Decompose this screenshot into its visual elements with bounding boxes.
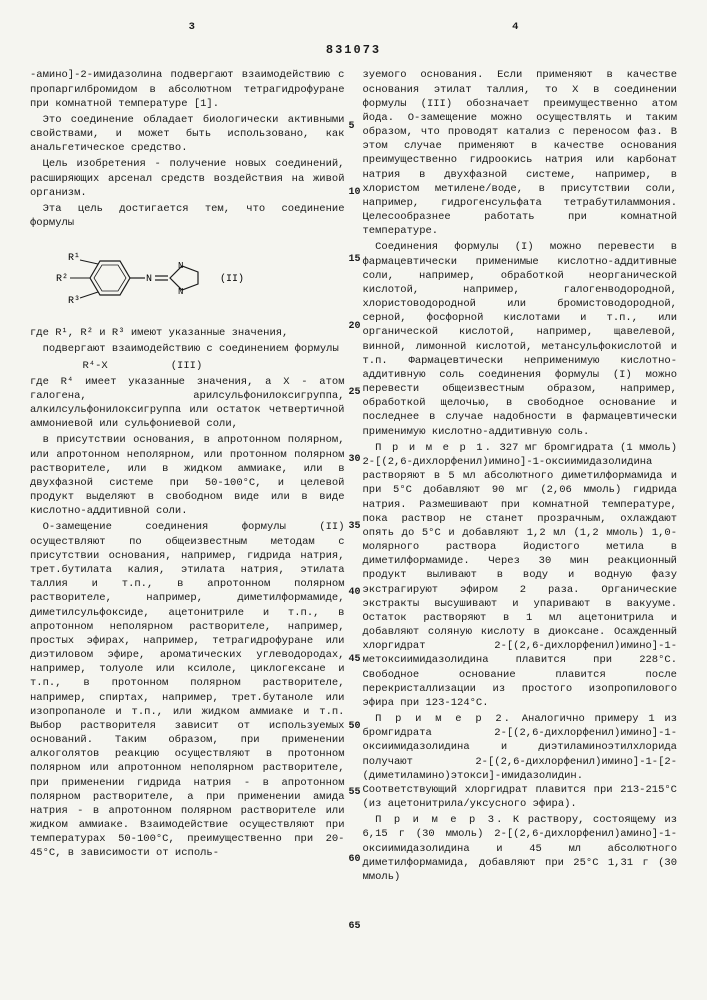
paragraph: -амино]-2-имидазолина подвергают взаимод… [30, 68, 345, 111]
paragraph: подвергают взаимодействию с соединением … [30, 342, 345, 356]
two-column-layout: -амино]-2-имидазолина подвергают взаимод… [30, 68, 677, 886]
page-num-left: 3 [30, 20, 354, 34]
paragraph: где R¹, R² и R³ имеют указанные значения… [30, 326, 345, 340]
line-number: 45 [349, 653, 361, 667]
example-1: П р и м е р 1. 327 мг бромгидрата (1 ммо… [363, 441, 678, 710]
example-1-label: П р и м е р 1. [375, 442, 493, 454]
column-left: -амино]-2-имидазолина подвергают взаимод… [30, 68, 345, 886]
line-number: 35 [349, 520, 361, 534]
paragraph: Это соединение обладает биологически акт… [30, 113, 345, 156]
formula-3-text: R⁴-X [83, 360, 108, 372]
formula-3-label: (III) [171, 360, 203, 372]
example-3-label: П р и м е р 3. [375, 814, 504, 826]
svg-text:R¹: R¹ [68, 253, 80, 264]
line-number: 55 [349, 786, 361, 800]
line-number: 40 [349, 586, 361, 600]
paragraph: Цель изобретения - получение новых соеди… [30, 157, 345, 200]
svg-text:R²: R² [56, 274, 68, 285]
paragraph: Соединения формулы (I) можно перевести в… [363, 240, 678, 438]
patent-number: 831073 [30, 42, 677, 58]
line-number: 15 [349, 253, 361, 267]
line-number: 65 [349, 920, 361, 934]
example-2-label: П р и м е р 2. [375, 713, 512, 725]
formula-3: R⁴-X (III) [83, 359, 345, 373]
page-number-row: 3 4 [30, 20, 677, 34]
line-number: 20 [349, 320, 361, 334]
paragraph: O-замещение соединения формулы (II) осущ… [30, 520, 345, 860]
example-1-text: 327 мг бромгидрата (1 ммоль) 2-[(2,6-дих… [363, 442, 678, 709]
example-2: П р и м е р 2. Аналогично примеру 1 из б… [363, 712, 678, 811]
line-number: 10 [349, 186, 361, 200]
paragraph: в присутствии основания, в апротонном по… [30, 433, 345, 518]
svg-text:N: N [146, 274, 152, 285]
paragraph: зуемого основания. Если применяют в каче… [363, 68, 678, 238]
example-3: П р и м е р 3. К раствору, состоящему из… [363, 813, 678, 884]
line-number: 30 [349, 453, 361, 467]
paragraph: Эта цель достигается тем, что соединение… [30, 202, 345, 230]
column-right: 5 10 15 20 25 30 35 40 45 50 55 60 65 зу… [363, 68, 678, 886]
line-number: 60 [349, 853, 361, 867]
svg-text:N: N [178, 287, 183, 297]
chemical-structure-formula-2: R¹ R² R³ N N N (II) [50, 238, 345, 318]
line-number: 25 [349, 386, 361, 400]
line-number: 50 [349, 720, 361, 734]
svg-text:R³: R³ [68, 296, 80, 307]
page-num-right: 4 [354, 20, 678, 34]
line-number: 5 [349, 120, 355, 134]
svg-text:N: N [178, 261, 183, 271]
paragraph: где R⁴ имеет указанные значения, а X - а… [30, 375, 345, 432]
formula-2-label: (II) [220, 273, 244, 285]
example-2-text: Аналогично примеру 1 из бромгидрата 2-[(… [363, 713, 678, 810]
